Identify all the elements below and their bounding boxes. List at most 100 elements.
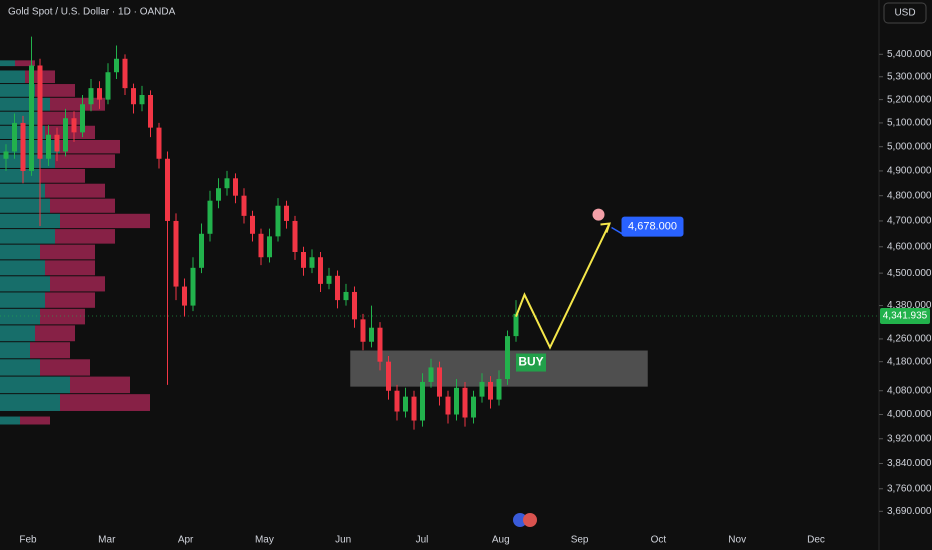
candle-body [114, 58, 119, 73]
candle-body [471, 396, 476, 418]
candle-body [29, 65, 34, 171]
volume-down [50, 97, 105, 111]
candle-body [20, 122, 26, 171]
target-label-bg [621, 216, 684, 237]
candle-body [207, 200, 213, 234]
candle-body [411, 396, 417, 421]
candle-body [318, 257, 323, 284]
volume-up [0, 183, 45, 198]
y-tick-label: 5,400.000 [887, 49, 932, 60]
volume-down [60, 213, 150, 229]
y-tick-label: 3,920.000 [887, 433, 932, 444]
tulip-icon [592, 208, 605, 221]
volume-down [55, 154, 115, 168]
volume-down [60, 394, 150, 411]
candle-body [37, 65, 43, 159]
y-tick-label: 4,500.000 [887, 268, 932, 279]
x-tick-label: Mar [98, 535, 116, 546]
candle-body [216, 188, 221, 201]
volume-up [0, 276, 50, 292]
price-tag: 4,341.935 [883, 311, 928, 322]
volume-up [0, 292, 45, 308]
candle-body [182, 286, 187, 306]
x-tick-label: Jul [416, 535, 429, 546]
candle-body [505, 336, 510, 380]
volume-down [40, 168, 85, 183]
volume-up [0, 198, 50, 213]
y-tick-label: 5,300.000 [887, 71, 932, 82]
volume-down [55, 229, 115, 244]
candle-body [250, 215, 255, 234]
volume-down [20, 416, 50, 425]
candle-body [496, 379, 502, 400]
volume-down [50, 198, 115, 213]
candle-body [3, 151, 9, 159]
candle-body [46, 134, 51, 159]
candle-body [428, 367, 434, 382]
volume-down [50, 276, 105, 292]
currency-button[interactable] [883, 2, 927, 24]
candle-body [122, 58, 128, 89]
candle-body [343, 291, 349, 301]
buy-label-bg [516, 353, 546, 372]
candle-body [479, 381, 485, 397]
y-tick-label: 3,760.000 [887, 483, 932, 494]
event-icon [523, 513, 537, 527]
volume-down [15, 60, 35, 67]
candle-body [224, 178, 230, 189]
x-tick-label: Jun [335, 535, 351, 546]
volume-down [35, 84, 75, 97]
x-tick-label: Sep [571, 535, 589, 546]
candle-body [386, 361, 391, 391]
candle-body [403, 396, 408, 412]
candle-body [267, 236, 272, 258]
volume-down [45, 292, 95, 308]
x-tick-label: Apr [178, 535, 194, 546]
candle-body [513, 313, 519, 337]
candle-body [156, 127, 162, 159]
candle-body [173, 220, 179, 287]
candle-body [301, 251, 306, 268]
y-tick-label: 4,900.000 [887, 166, 932, 177]
buy-label: BUY [518, 355, 543, 369]
candle-body [139, 95, 145, 105]
candle-body [199, 233, 204, 268]
candle-body [284, 205, 289, 221]
volume-down [40, 359, 90, 376]
volume-up [0, 342, 30, 359]
volume-down [40, 244, 95, 260]
candle-body [420, 381, 425, 421]
projection-path [515, 223, 611, 350]
candle-body [88, 88, 94, 105]
volume-up [0, 168, 40, 183]
candle-body [360, 319, 366, 342]
y-tick-label: 3,690.000 [887, 506, 932, 517]
volume-up [0, 229, 55, 244]
y-tick-label: 4,080.000 [887, 385, 932, 396]
x-tick-label: Aug [492, 535, 510, 546]
candle-body [335, 275, 340, 301]
y-tick-label: 5,200.000 [887, 94, 932, 105]
candle-body [233, 178, 238, 196]
y-tick-label: 4,700.000 [887, 216, 932, 227]
volume-up [0, 60, 15, 67]
y-tick-label: 4,260.000 [887, 334, 932, 345]
target-label: 4,678.000 [628, 220, 677, 232]
volume-up [0, 359, 40, 376]
x-tick-label: Feb [19, 535, 37, 546]
candle-body [454, 387, 459, 415]
candle-body [54, 134, 60, 152]
currency[interactable]: USD [894, 8, 915, 19]
candle-body [105, 72, 111, 100]
symbol-title: Gold Spot / U.S. Dollar · 1D · OANDA [8, 7, 176, 18]
volume-up [0, 376, 70, 394]
volume-up [0, 394, 60, 411]
candle-body [258, 233, 264, 258]
candle-body [377, 327, 383, 362]
candle-body [97, 88, 102, 100]
volume-down [35, 325, 75, 342]
x-tick-label: Oct [651, 535, 667, 546]
candle-body [369, 327, 374, 342]
